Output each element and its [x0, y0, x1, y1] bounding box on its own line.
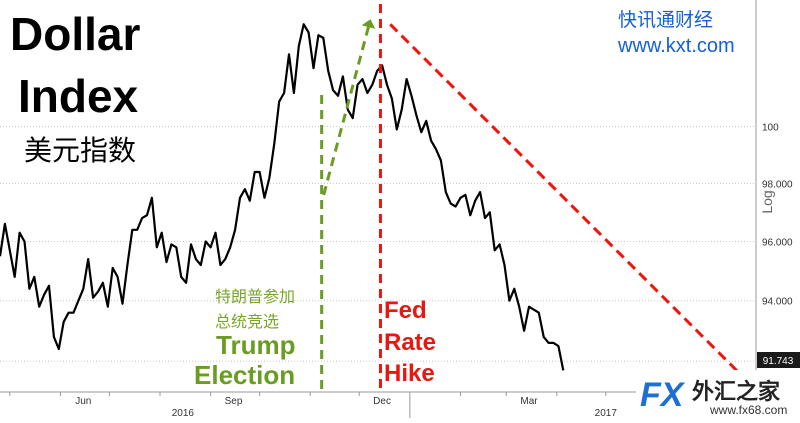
watermark-cn: 快讯通财经: [618, 9, 713, 31]
logo-url: www.fx68.com: [709, 403, 787, 417]
last-value-badge: [757, 352, 800, 368]
grid: [0, 126, 756, 362]
chart-title-line1: Dollar: [10, 8, 140, 60]
x-tick-label: Dec: [373, 396, 391, 407]
x-tick-label: Sep: [225, 396, 243, 407]
y-tick-label: 100: [762, 123, 779, 134]
x-tick-label: Jun: [75, 396, 91, 407]
chart-title-line2: Index: [18, 70, 139, 122]
watermark-url: www.kxt.com: [617, 35, 735, 57]
x-year-label: 2016: [172, 408, 195, 418]
y-tick-label: 98.000: [762, 179, 793, 190]
decline-trend-line: [389, 23, 741, 375]
logo-fx: FX: [640, 376, 686, 414]
series-line: [0, 23, 565, 371]
logo-cn: 外汇之家: [692, 379, 781, 405]
last-value-label: 91.743: [763, 356, 794, 367]
x-year-label: 2017: [595, 408, 618, 418]
chart-subtitle: 美元指数: [24, 134, 136, 167]
y-axis-label: Log: [759, 190, 775, 213]
y-tick-label: 94.000: [762, 297, 793, 308]
annotation-fed: Fed: [384, 297, 427, 324]
x-axis: JunSepDecMarJun20162017: [0, 391, 756, 419]
y-tick-label: 96.000: [762, 237, 793, 248]
logo-background: [636, 370, 800, 418]
annotation-cn-line1: 特朗普参加: [215, 287, 295, 306]
plot-area: [0, 0, 756, 392]
annotation-election: Election: [194, 360, 295, 390]
annotation-trump: Trump: [216, 330, 295, 360]
fx68-logo: FX 外汇之家 www.fx68.com: [636, 370, 800, 418]
annotation-rate: Rate: [384, 329, 436, 356]
annotation-hike: Hike: [384, 360, 435, 387]
x-tick-label: Mar: [520, 396, 538, 407]
annotation-cn-line2: 总统竞选: [215, 312, 279, 331]
arrow-head-icon: [361, 19, 376, 29]
